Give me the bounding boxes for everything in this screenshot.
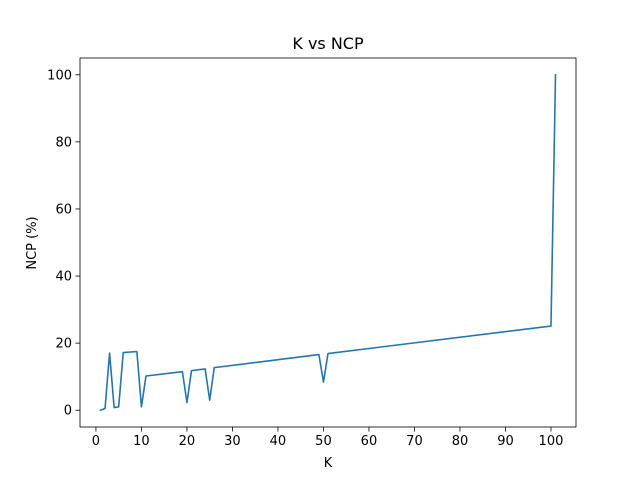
plot-layer [99, 73, 557, 412]
y-tick-label: 80 [55, 135, 72, 150]
y-tick-label: 40 [55, 270, 72, 285]
y-tick-label: 0 [64, 404, 72, 419]
y-tick-label: 100 [47, 68, 72, 83]
y-axis-label: NCP (%) [25, 216, 40, 269]
x-tick-label: 20 [179, 434, 196, 449]
x-tick-label: 40 [270, 434, 287, 449]
ticks-layer: 0 10 20 30 40 50 60 70 80 90 100 0 20 40 60 80 100 [47, 68, 563, 449]
plot-frame [79, 57, 577, 428]
x-tick-label: 50 [315, 434, 332, 449]
x-tick-label: 10 [133, 434, 150, 449]
x-axis-label: K [324, 456, 333, 471]
x-tick-label: 30 [224, 434, 241, 449]
x-tick-label: 100 [539, 434, 564, 449]
x-tick-label: 90 [497, 434, 514, 449]
y-tick-label: 20 [55, 337, 72, 352]
x-tick-label: 70 [406, 434, 423, 449]
x-tick-label: 0 [92, 434, 100, 449]
y-tick-label: 60 [55, 202, 72, 217]
x-tick-label: 60 [361, 434, 378, 449]
chart-title: K vs NCP [292, 34, 364, 53]
series-line-0 [99, 73, 557, 412]
x-tick-label: 80 [452, 434, 469, 449]
